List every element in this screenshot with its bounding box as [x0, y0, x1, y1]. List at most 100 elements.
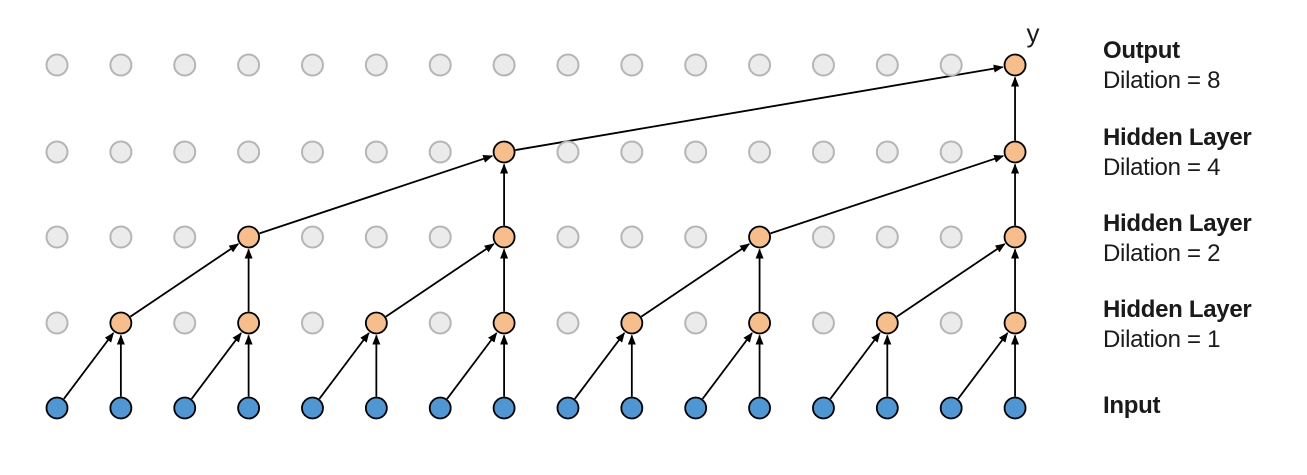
input-node	[109, 396, 133, 420]
inactive-node	[684, 225, 708, 249]
input-node	[939, 396, 963, 420]
connection-arrow	[259, 154, 494, 235]
hidden-dilation-1-node	[109, 311, 133, 335]
inactive-node	[939, 225, 963, 249]
inactive-node	[875, 53, 899, 77]
inactive-node	[364, 140, 388, 164]
inactive-node	[492, 53, 516, 77]
inactive-node	[556, 140, 580, 164]
connection-arrow	[770, 154, 1005, 235]
inactive-node	[811, 311, 835, 335]
output-point-label: y	[1027, 18, 1040, 48]
connection-arrow	[446, 332, 498, 400]
inactive-node	[45, 140, 69, 164]
connection-arrow	[318, 332, 370, 400]
edges-layer	[63, 64, 1020, 400]
inactive-node	[364, 53, 388, 77]
inactive-node	[237, 53, 261, 77]
output-node	[1003, 53, 1027, 77]
inactive-node	[875, 140, 899, 164]
inactive-node	[300, 225, 324, 249]
connection-arrow	[957, 332, 1009, 400]
input-node	[620, 396, 644, 420]
inactive-node	[300, 311, 324, 335]
input-node	[812, 396, 835, 420]
inactive-node	[748, 140, 772, 164]
inactive-node	[109, 140, 133, 164]
hidden-dilation-2-node	[1003, 225, 1027, 249]
inactive-node	[237, 140, 261, 164]
inactive-node	[300, 53, 324, 77]
connection-arrow	[574, 332, 626, 400]
inactive-node	[684, 311, 708, 335]
inactive-node	[556, 311, 580, 335]
input-node	[364, 396, 388, 420]
connection-arrow	[129, 243, 240, 318]
inactive-node	[939, 53, 963, 77]
inactive-node	[939, 140, 963, 164]
inactive-node	[811, 140, 835, 164]
inactive-node	[684, 53, 708, 77]
input-node	[1003, 396, 1027, 420]
connection-arrow	[640, 243, 751, 318]
hidden-dilation-2-node	[492, 225, 516, 249]
connection-arrow	[515, 64, 1004, 151]
inactive-node	[620, 225, 644, 249]
inactive-node	[556, 225, 580, 249]
inactive-node	[620, 140, 644, 164]
hidden-dilation-1-node	[492, 311, 516, 335]
inactive-node	[428, 311, 452, 335]
inactive-node	[45, 225, 69, 249]
nodes-layer	[45, 53, 1027, 420]
inactive-node	[173, 225, 197, 249]
connection-arrow	[63, 332, 115, 400]
input-node	[875, 396, 899, 420]
hidden-dilation-1-node	[875, 311, 899, 335]
connection-arrow	[896, 243, 1006, 318]
hidden-dilation-1-node	[1003, 311, 1027, 335]
hidden-dilation-1-node	[748, 311, 771, 335]
inactive-node	[173, 140, 197, 164]
connection-arrow	[701, 332, 753, 400]
inactive-node	[109, 53, 133, 77]
connection-arrow	[385, 243, 495, 318]
inactive-node	[173, 53, 197, 77]
input-node	[428, 396, 452, 420]
hidden-dilation-2-node	[237, 225, 261, 249]
inactive-node	[45, 53, 69, 77]
inactive-node	[811, 53, 835, 77]
hidden-dilation-4-node	[492, 140, 516, 164]
connection-arrow	[829, 332, 881, 400]
hidden-dilation-2-node	[748, 225, 771, 249]
inactive-node	[109, 225, 133, 249]
inactive-node	[556, 53, 580, 77]
inactive-node	[364, 225, 388, 249]
inactive-node	[428, 225, 452, 249]
inactive-node	[620, 53, 644, 77]
input-node	[556, 396, 580, 420]
hidden-dilation-1-node	[364, 311, 388, 335]
input-node	[237, 396, 261, 420]
input-node	[748, 396, 771, 420]
hidden-dilation-4-node	[1003, 140, 1027, 164]
inactive-node	[811, 225, 835, 249]
inactive-node	[684, 140, 708, 164]
inactive-node	[45, 311, 69, 335]
inactive-node	[939, 311, 963, 335]
inactive-node	[300, 140, 324, 164]
inactive-node	[875, 225, 899, 249]
inactive-node	[748, 53, 772, 77]
inactive-node	[428, 53, 452, 77]
inactive-node	[173, 311, 197, 335]
inactive-node	[428, 140, 452, 164]
input-node	[45, 396, 69, 420]
connection-arrow	[190, 332, 242, 400]
input-node	[492, 396, 516, 420]
input-node	[173, 396, 197, 420]
hidden-dilation-1-node	[237, 311, 261, 335]
hidden-dilation-1-node	[620, 311, 644, 335]
input-node	[684, 396, 708, 420]
input-node	[301, 396, 324, 420]
